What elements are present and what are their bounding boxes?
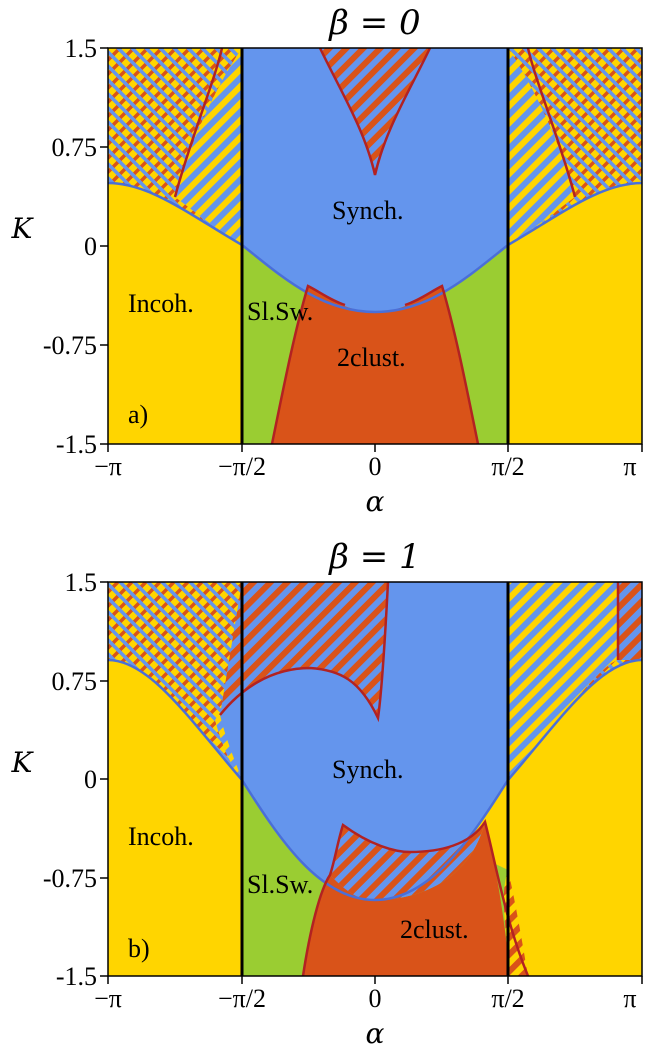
region-hatch-yb-right-b <box>508 582 618 780</box>
label-incoh-a: Incoh. <box>128 289 194 318</box>
x-tick-label-b-2: 0 <box>369 984 382 1013</box>
panel-a-plot <box>107 47 643 445</box>
x-tick-label-b-1: −π/2 <box>218 984 266 1013</box>
panel-b: β = 1 <box>11 537 643 1049</box>
y-tick-label-b-2: 0 <box>84 765 97 794</box>
y-tick-label-b-1: 0.75 <box>52 667 98 696</box>
two-cluster-boundary-a <box>270 284 480 445</box>
region-two-cluster-b <box>303 822 510 976</box>
x-tick-label-a-4: π <box>623 452 636 481</box>
region-hatch-rb-corner-b <box>618 582 642 660</box>
region-hatch-ry-sliver-b <box>503 870 528 976</box>
y-tick-label-a-3: -0.75 <box>43 331 97 360</box>
x-tick-label-a-1: −π/2 <box>218 452 266 481</box>
x-tick-label-b-4: π <box>623 984 636 1013</box>
x-tick-label-a-0: −π <box>94 452 122 481</box>
y-tick-label-b-0: 1.5 <box>65 568 98 597</box>
label-synch-a: Synch. <box>332 196 404 225</box>
y-ticks-b: 1.5 0.75 0 -0.75 -1.5 <box>43 568 108 991</box>
x-axis-label-b: α <box>366 1017 385 1049</box>
y-ticks-a: 1.5 0.75 0 -0.75 -1.5 <box>43 34 108 459</box>
red-boundary-left-a <box>173 47 224 198</box>
red-boundary-right-a <box>526 47 577 198</box>
region-hatch-yb-right-a <box>508 48 575 245</box>
synch-boundary-b <box>107 658 643 902</box>
x-ticks-a: −π −π/2 0 π/2 π <box>94 444 643 481</box>
panel-label-a: a) <box>128 400 148 429</box>
region-synch-core-b <box>220 582 508 900</box>
x-tick-label-b-3: π/2 <box>491 984 524 1013</box>
y-tick-label-a-0: 1.5 <box>65 34 98 63</box>
two-cluster-boundary-b <box>301 818 530 977</box>
panel-label-b: b) <box>128 934 150 963</box>
region-hatch-rb-top-b <box>220 582 388 718</box>
synch-boundary-a <box>107 181 643 314</box>
region-two-cluster-a <box>272 286 478 444</box>
x-tick-label-a-2: 0 <box>369 452 382 481</box>
label-slsw-b: Sl.Sw. <box>247 870 313 899</box>
panel-b-title: β = 1 <box>327 537 420 577</box>
red-upper-boundary-b <box>219 581 390 723</box>
label-slsw-a: Sl.Sw. <box>247 297 313 326</box>
label-clust-b: 2clust. <box>400 915 469 944</box>
y-tick-label-a-1: 0.75 <box>52 133 98 162</box>
x-axis-label-a: α <box>366 485 385 518</box>
y-axis-label-b: K <box>11 746 35 779</box>
x-ticks-b: −π −π/2 0 π/2 π <box>94 976 643 1013</box>
panel-b-plot <box>107 581 643 977</box>
y-axis-label-a: K <box>11 212 35 245</box>
y-tick-label-a-4: -1.5 <box>56 430 97 459</box>
label-incoh-b: Incoh. <box>128 822 194 851</box>
label-synch-b: Synch. <box>332 755 404 784</box>
panel-a-title: β = 0 <box>327 3 420 43</box>
y-tick-label-b-4: -1.5 <box>56 962 97 991</box>
panel-a: β = 0 <box>11 3 643 518</box>
label-clust-a: 2clust. <box>337 343 406 372</box>
region-synch-a <box>242 48 508 312</box>
y-tick-label-b-3: -0.75 <box>43 864 97 893</box>
red-cusp-boundary-a <box>318 47 432 176</box>
x-tick-label-b-0: −π <box>94 984 122 1013</box>
x-tick-label-a-3: π/2 <box>491 452 524 481</box>
region-hatch-rb-cusp-a <box>320 48 430 175</box>
y-tick-label-a-2: 0 <box>84 232 97 261</box>
region-hatch-yb-left-a <box>175 48 242 245</box>
